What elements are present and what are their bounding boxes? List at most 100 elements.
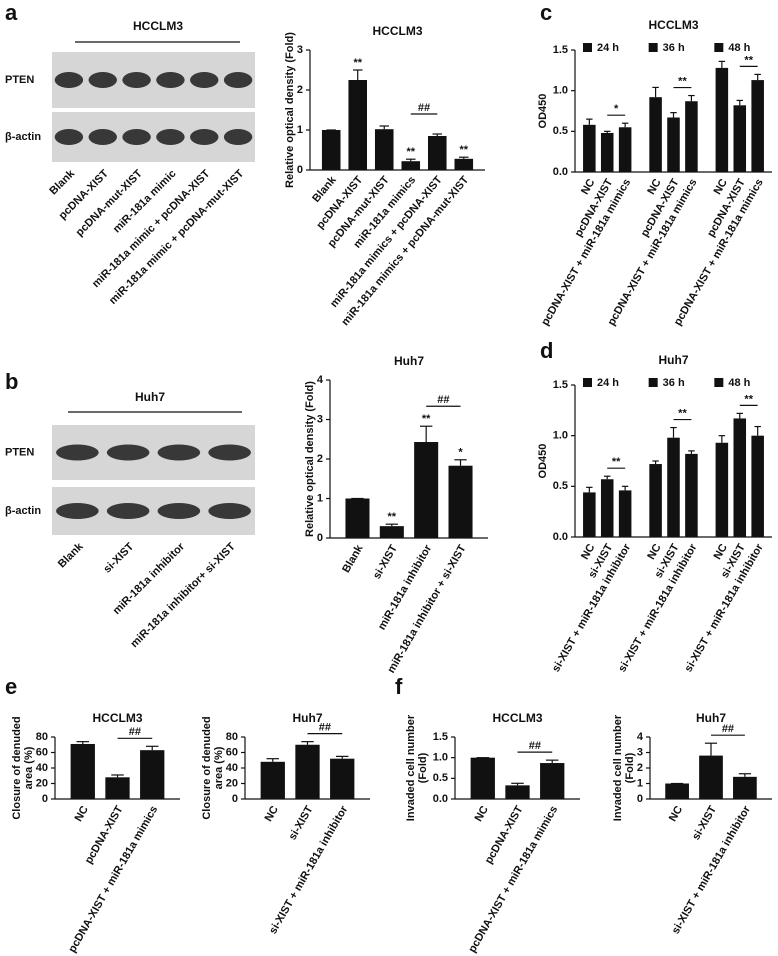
chart-title: HCCLM3 <box>373 24 423 38</box>
bracket-label: ** <box>744 393 753 405</box>
bar <box>140 750 165 799</box>
bar <box>401 161 421 170</box>
blot-row-label: β-actin <box>5 505 41 517</box>
y-axis-label: area (%) <box>23 746 35 789</box>
bar <box>618 490 632 537</box>
y-axis-label: Invaded cell number <box>612 714 624 821</box>
significance: ** <box>388 511 397 523</box>
x-tick-label: NC <box>263 804 281 824</box>
panel-label: c <box>540 0 552 25</box>
blot-band <box>88 72 117 88</box>
y-tick-label: 2 <box>297 84 303 96</box>
bracket-label: * <box>614 103 619 115</box>
bar <box>379 526 404 538</box>
bar <box>345 498 370 538</box>
y-tick-label: 0 <box>232 793 238 805</box>
legend-swatch <box>714 43 724 52</box>
blot-band <box>88 129 117 145</box>
lane-label: miR-181a mimic <box>111 168 179 236</box>
bracket-label: ** <box>612 456 621 468</box>
y-tick-label: 1.5 <box>553 44 568 56</box>
y-tick-label: 60 <box>226 746 238 758</box>
bar <box>427 136 447 170</box>
legend-label: 48 h <box>728 42 750 54</box>
bar <box>454 158 474 170</box>
chart-title: Huh7 <box>293 711 323 725</box>
y-axis-label: area (%) <box>213 746 225 789</box>
blot-band <box>106 444 150 461</box>
x-tick-label: si-XIST + miR-181a inhibitor <box>550 541 634 674</box>
bar <box>583 124 596 172</box>
blot-band <box>122 72 151 88</box>
y-tick-label: 1 <box>297 124 303 136</box>
y-tick-label: 0.0 <box>553 531 568 543</box>
x-tick-label: si-XIST <box>690 804 719 843</box>
legend-label: 36 h <box>663 377 685 389</box>
blot-band <box>56 444 99 461</box>
chart-title: HCCLM3 <box>493 711 543 725</box>
blot-band <box>223 72 253 88</box>
bar <box>667 437 680 537</box>
y-axis-label: Relative optical density (Fold) <box>284 32 296 188</box>
panel-label: f <box>395 674 403 699</box>
y-axis-label: (Fold) <box>624 752 636 783</box>
bar <box>751 80 764 172</box>
y-tick-label: 4 <box>317 374 324 386</box>
y-tick-label: 1.0 <box>553 85 568 97</box>
y-tick-label: 20 <box>36 777 48 789</box>
y-axis-label: Relative optical density (Fold) <box>304 381 316 537</box>
y-axis-label: OD450 <box>537 94 549 129</box>
bracket-label: ## <box>129 726 141 738</box>
panel-label: d <box>540 338 553 363</box>
blot-band <box>54 129 84 145</box>
panel-label: e <box>5 674 17 699</box>
y-axis-label: Closure of denuded <box>11 716 23 819</box>
y-tick-label: 60 <box>36 746 48 758</box>
blot-band <box>190 72 219 88</box>
legend-label: 36 h <box>663 42 685 54</box>
y-tick-label: 0 <box>42 793 48 805</box>
blot-band <box>157 444 201 461</box>
y-tick-label: 3 <box>297 44 303 56</box>
y-tick-label: 0.5 <box>553 125 568 137</box>
bar <box>348 80 368 170</box>
bar <box>618 127 632 172</box>
legend-swatch <box>583 378 592 387</box>
bar <box>540 763 565 799</box>
y-axis-label: Closure of denuded <box>201 716 213 819</box>
y-tick-label: 1.5 <box>553 379 568 391</box>
bar <box>321 130 341 170</box>
y-tick-label: 1.5 <box>433 731 448 743</box>
blot-band <box>156 72 185 88</box>
bar <box>105 777 130 799</box>
bracket-label: ## <box>437 394 449 406</box>
chart-title: HCCLM3 <box>649 18 699 32</box>
bar <box>733 105 747 172</box>
y-axis-label: OD450 <box>537 444 549 479</box>
blot-band <box>122 129 151 145</box>
blot-band <box>190 129 219 145</box>
y-tick-label: 0.0 <box>553 166 568 178</box>
x-tick-label: NC <box>73 804 91 824</box>
chart-title: Huh7 <box>696 711 726 725</box>
blot-band <box>208 444 251 461</box>
blot-band <box>106 503 150 519</box>
legend-swatch <box>648 378 658 387</box>
y-tick-label: 0.5 <box>433 772 448 784</box>
bar <box>733 418 747 537</box>
x-tick-label: NC <box>473 804 491 824</box>
panel-label: b <box>5 369 18 394</box>
bar <box>70 743 95 799</box>
bar <box>295 744 320 799</box>
bar <box>583 492 596 537</box>
y-tick-label: 1.0 <box>433 752 448 764</box>
y-tick-label: 40 <box>226 762 238 774</box>
bracket-label: ## <box>319 722 331 734</box>
blot-row-label: β-actin <box>5 131 41 143</box>
bracket-label: ## <box>529 740 541 752</box>
x-tick-label: si-XIST + miR-181a inhibitor <box>670 803 754 936</box>
chart-title: Huh7 <box>394 354 424 368</box>
chart-title: Huh7 <box>659 353 689 367</box>
bar <box>505 785 530 799</box>
